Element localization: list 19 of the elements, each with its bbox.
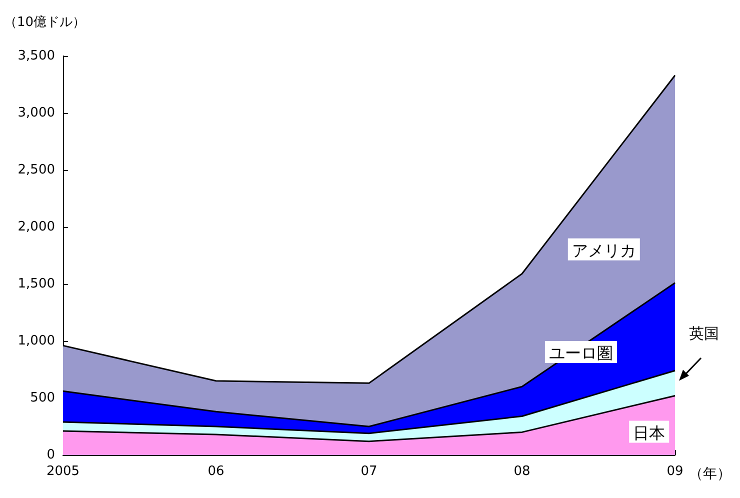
- series-label: アメリカ: [572, 240, 636, 260]
- y-tick-label: 2,000: [18, 220, 55, 234]
- y-tick-label: 3,500: [18, 48, 55, 64]
- y-tick-label: 500: [30, 390, 55, 406]
- x-tick-label: 09: [666, 464, 684, 479]
- y-tick-label: 1,000: [18, 334, 55, 348]
- y-tick-label: 0: [46, 448, 55, 462]
- x-tick-label: 07: [360, 464, 378, 479]
- x-axis-title: （年）: [689, 466, 731, 482]
- y-tick-label: 1,500: [18, 276, 55, 292]
- y-axis-title: （10億ドル）: [4, 15, 86, 30]
- x-tick-label: 2005: [46, 464, 80, 479]
- x-tick-label: 06: [208, 464, 224, 479]
- series-label: ユーロ圏: [548, 344, 613, 362]
- y-tick-label: 2,500: [18, 162, 55, 178]
- x-tick-label: 08: [514, 464, 530, 479]
- text: 英国: [689, 324, 719, 343]
- y-tick-label: 3,000: [18, 106, 55, 120]
- series-label: 日本: [633, 423, 666, 442]
